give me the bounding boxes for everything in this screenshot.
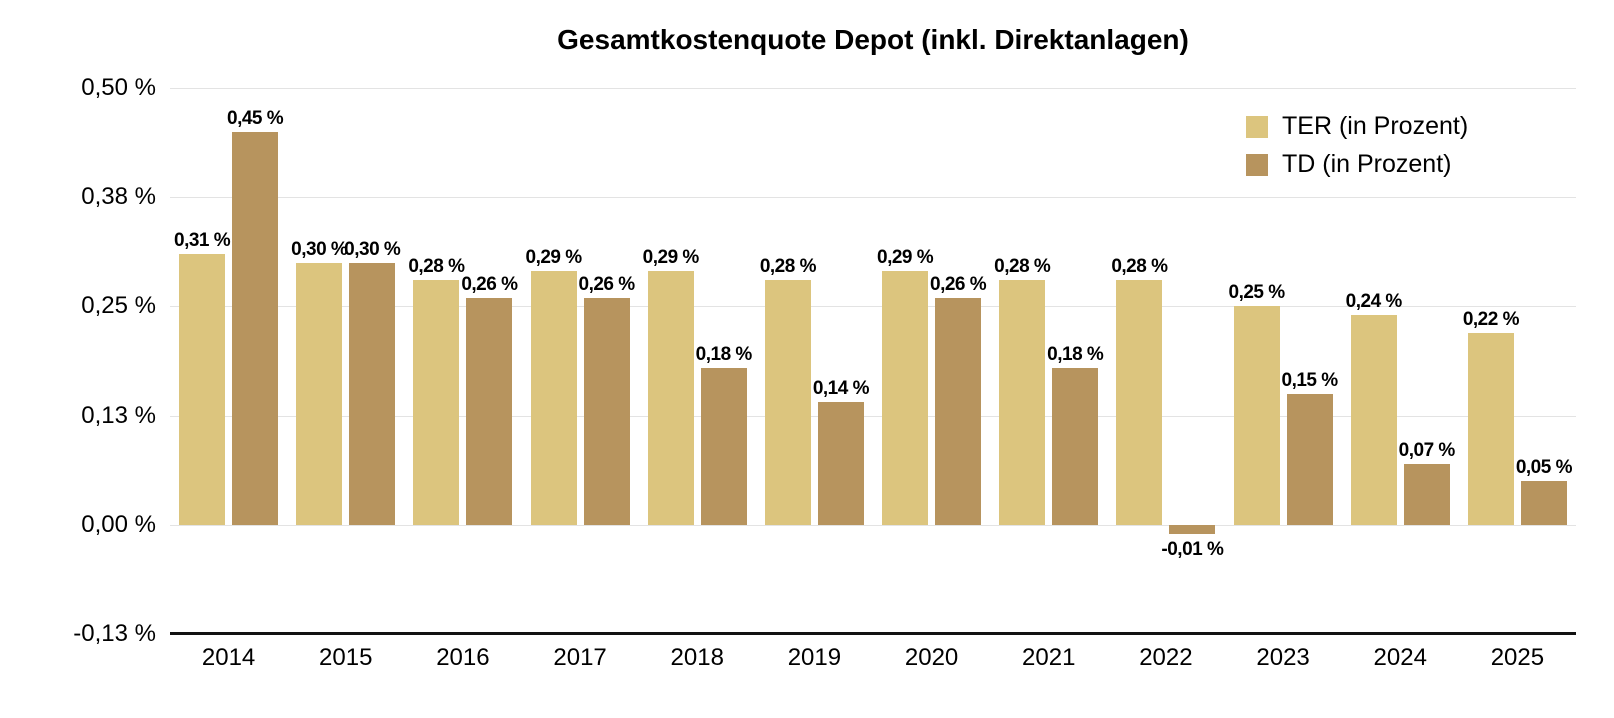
gridline — [170, 306, 1576, 308]
bar-ter-2015[interactable] — [296, 262, 343, 525]
bar-td-2021[interactable] — [1052, 367, 1099, 525]
bar-ter-2020[interactable] — [882, 271, 929, 525]
x-axis-label-2017: 2017 — [553, 644, 607, 671]
x-axis-label-2015: 2015 — [319, 644, 373, 671]
value-label-ter-2023: 0,25 % — [1228, 282, 1286, 304]
x-axis-label-2018: 2018 — [670, 644, 724, 671]
x-axis-label-2020: 2020 — [904, 644, 959, 671]
x-axis-line — [170, 632, 1576, 635]
value-label-ter-2024: 0,24 % — [1345, 291, 1403, 313]
value-label-ter-2016: 0,28 % — [408, 256, 465, 278]
bar-ter-2016[interactable] — [413, 280, 460, 525]
value-label-ter-2017: 0,29 % — [525, 247, 583, 269]
value-label-ter-2022: 0,28 % — [1111, 256, 1168, 278]
y-axis-label: 0,38 % — [81, 183, 156, 211]
chart-title: Gesamtkostenquote Depot (inkl. Direktanl… — [557, 24, 1189, 55]
gridline — [170, 197, 1576, 199]
x-axis-label-2016: 2016 — [436, 644, 490, 671]
bar-ter-2025[interactable] — [1467, 332, 1514, 525]
bar-td-2024[interactable] — [1403, 463, 1450, 525]
value-label-ter-2025: 0,22 % — [1462, 308, 1520, 330]
bar-group-2017: 0,29 % 0,26 % 2017 — [522, 88, 639, 671]
bar-ter-2014[interactable] — [179, 253, 226, 525]
value-label-td-2016: 0,26 % — [461, 273, 518, 295]
bar-group-2019: 0,28 % 0,14 % 2019 — [756, 88, 873, 671]
legend-item-ter[interactable]: TER (in Prozent) — [1246, 112, 1468, 141]
legend-label-td: TD (in Prozent) — [1282, 150, 1452, 178]
bar-td-2022[interactable] — [1169, 524, 1216, 534]
value-label-ter-2021: 0,28 % — [994, 256, 1051, 278]
bar-td-2023[interactable] — [1286, 393, 1333, 525]
value-label-td-2021: 0,18 % — [1047, 343, 1104, 365]
bar-td-2025[interactable] — [1520, 481, 1567, 525]
bar-group-2020: 0,29 % 0,26 % 2020 — [873, 88, 990, 671]
value-label-td-2023: 0,15 % — [1281, 369, 1339, 391]
legend-swatch-td-icon — [1246, 153, 1268, 176]
value-label-ter-2014: 0,31 % — [174, 229, 231, 251]
value-label-ter-2018: 0,29 % — [642, 247, 700, 269]
bar-ter-2024[interactable] — [1350, 315, 1397, 525]
gridline — [170, 524, 1576, 526]
y-axis-label: 0,25 % — [81, 292, 156, 320]
bar-td-2020[interactable] — [935, 297, 982, 525]
value-label-td-2022: -0,01 % — [1161, 538, 1224, 560]
value-label-td-2024: 0,07 % — [1398, 439, 1456, 461]
value-label-td-2025: 0,05 % — [1515, 457, 1573, 479]
bar-group-2022: 0,28 % -0,01 % 2022 — [1107, 88, 1224, 671]
x-axis-label-2025: 2025 — [1490, 644, 1545, 671]
value-label-ter-2015: 0,30 % — [291, 238, 348, 260]
bar-td-2019[interactable] — [817, 402, 864, 525]
x-axis-label-2022: 2022 — [1139, 644, 1193, 671]
value-label-ter-2020: 0,29 % — [877, 247, 934, 269]
x-axis-label-2021: 2021 — [1022, 644, 1076, 671]
plot-area: 0,31 % 0,45 % 2014 0,30 % 0,30 % 2015 0,28 % 0,… — [170, 88, 1576, 671]
bar-ter-2018[interactable] — [647, 271, 694, 525]
value-label-td-2019: 0,14 % — [812, 378, 870, 400]
bar-group-2025: 0,22 % 0,05 % 2025 — [1459, 88, 1576, 671]
value-label-td-2018: 0,18 % — [695, 343, 753, 365]
legend: TER (in Prozent) TD (in Prozent) — [1246, 112, 1468, 188]
gridline — [170, 88, 1576, 89]
x-axis-label-2019: 2019 — [787, 644, 842, 671]
bar-group-2024: 0,24 % 0,07 % 2024 — [1342, 88, 1459, 671]
bar-group-2018: 0,29 % 0,18 % 2018 — [639, 88, 756, 671]
bar-group-2016: 0,28 % 0,26 % 2016 — [404, 88, 521, 671]
bar-ter-2021[interactable] — [999, 280, 1046, 525]
x-axis-label-2014: 2014 — [201, 644, 256, 671]
value-label-ter-2019: 0,28 % — [759, 256, 817, 278]
value-label-td-2015: 0,30 % — [344, 238, 401, 260]
y-axis-label: 0,50 % — [81, 74, 156, 101]
bar-td-2017[interactable] — [583, 297, 630, 525]
value-label-td-2017: 0,26 % — [578, 273, 636, 295]
bar-td-2018[interactable] — [700, 367, 747, 525]
y-axis-label: 0,13 % — [81, 401, 156, 429]
x-axis-label-2023: 2023 — [1256, 644, 1310, 671]
x-axis-label-2024: 2024 — [1373, 644, 1427, 671]
gridline — [170, 415, 1576, 417]
bar-group-2023: 0,25 % 0,15 % 2023 — [1225, 88, 1342, 671]
bar-ter-2017[interactable] — [530, 271, 577, 525]
y-axis-label: 0,00 % — [81, 510, 156, 538]
bar-ter-2019[interactable] — [764, 280, 811, 525]
bar-td-2014[interactable] — [232, 131, 279, 525]
bar-td-2015[interactable] — [349, 262, 396, 525]
value-label-td-2014: 0,45 % — [227, 107, 284, 129]
y-axis-label: -0,13 % — [73, 620, 156, 647]
legend-swatch-ter-icon — [1246, 115, 1268, 138]
value-label-td-2020: 0,26 % — [930, 273, 987, 295]
bar-group-2014: 0,31 % 0,45 % 2014 — [170, 88, 287, 671]
legend-label-ter: TER (in Prozent) — [1282, 112, 1469, 140]
bar-ter-2023[interactable] — [1233, 306, 1280, 525]
bar-ter-2022[interactable] — [1116, 280, 1163, 525]
legend-item-td[interactable]: TD (in Prozent) — [1246, 150, 1468, 179]
bar-group-2021: 0,28 % 0,18 % 2021 — [990, 88, 1107, 671]
bar-group-2015: 0,30 % 0,30 % 2015 — [287, 88, 404, 671]
bar-td-2016[interactable] — [466, 297, 513, 525]
